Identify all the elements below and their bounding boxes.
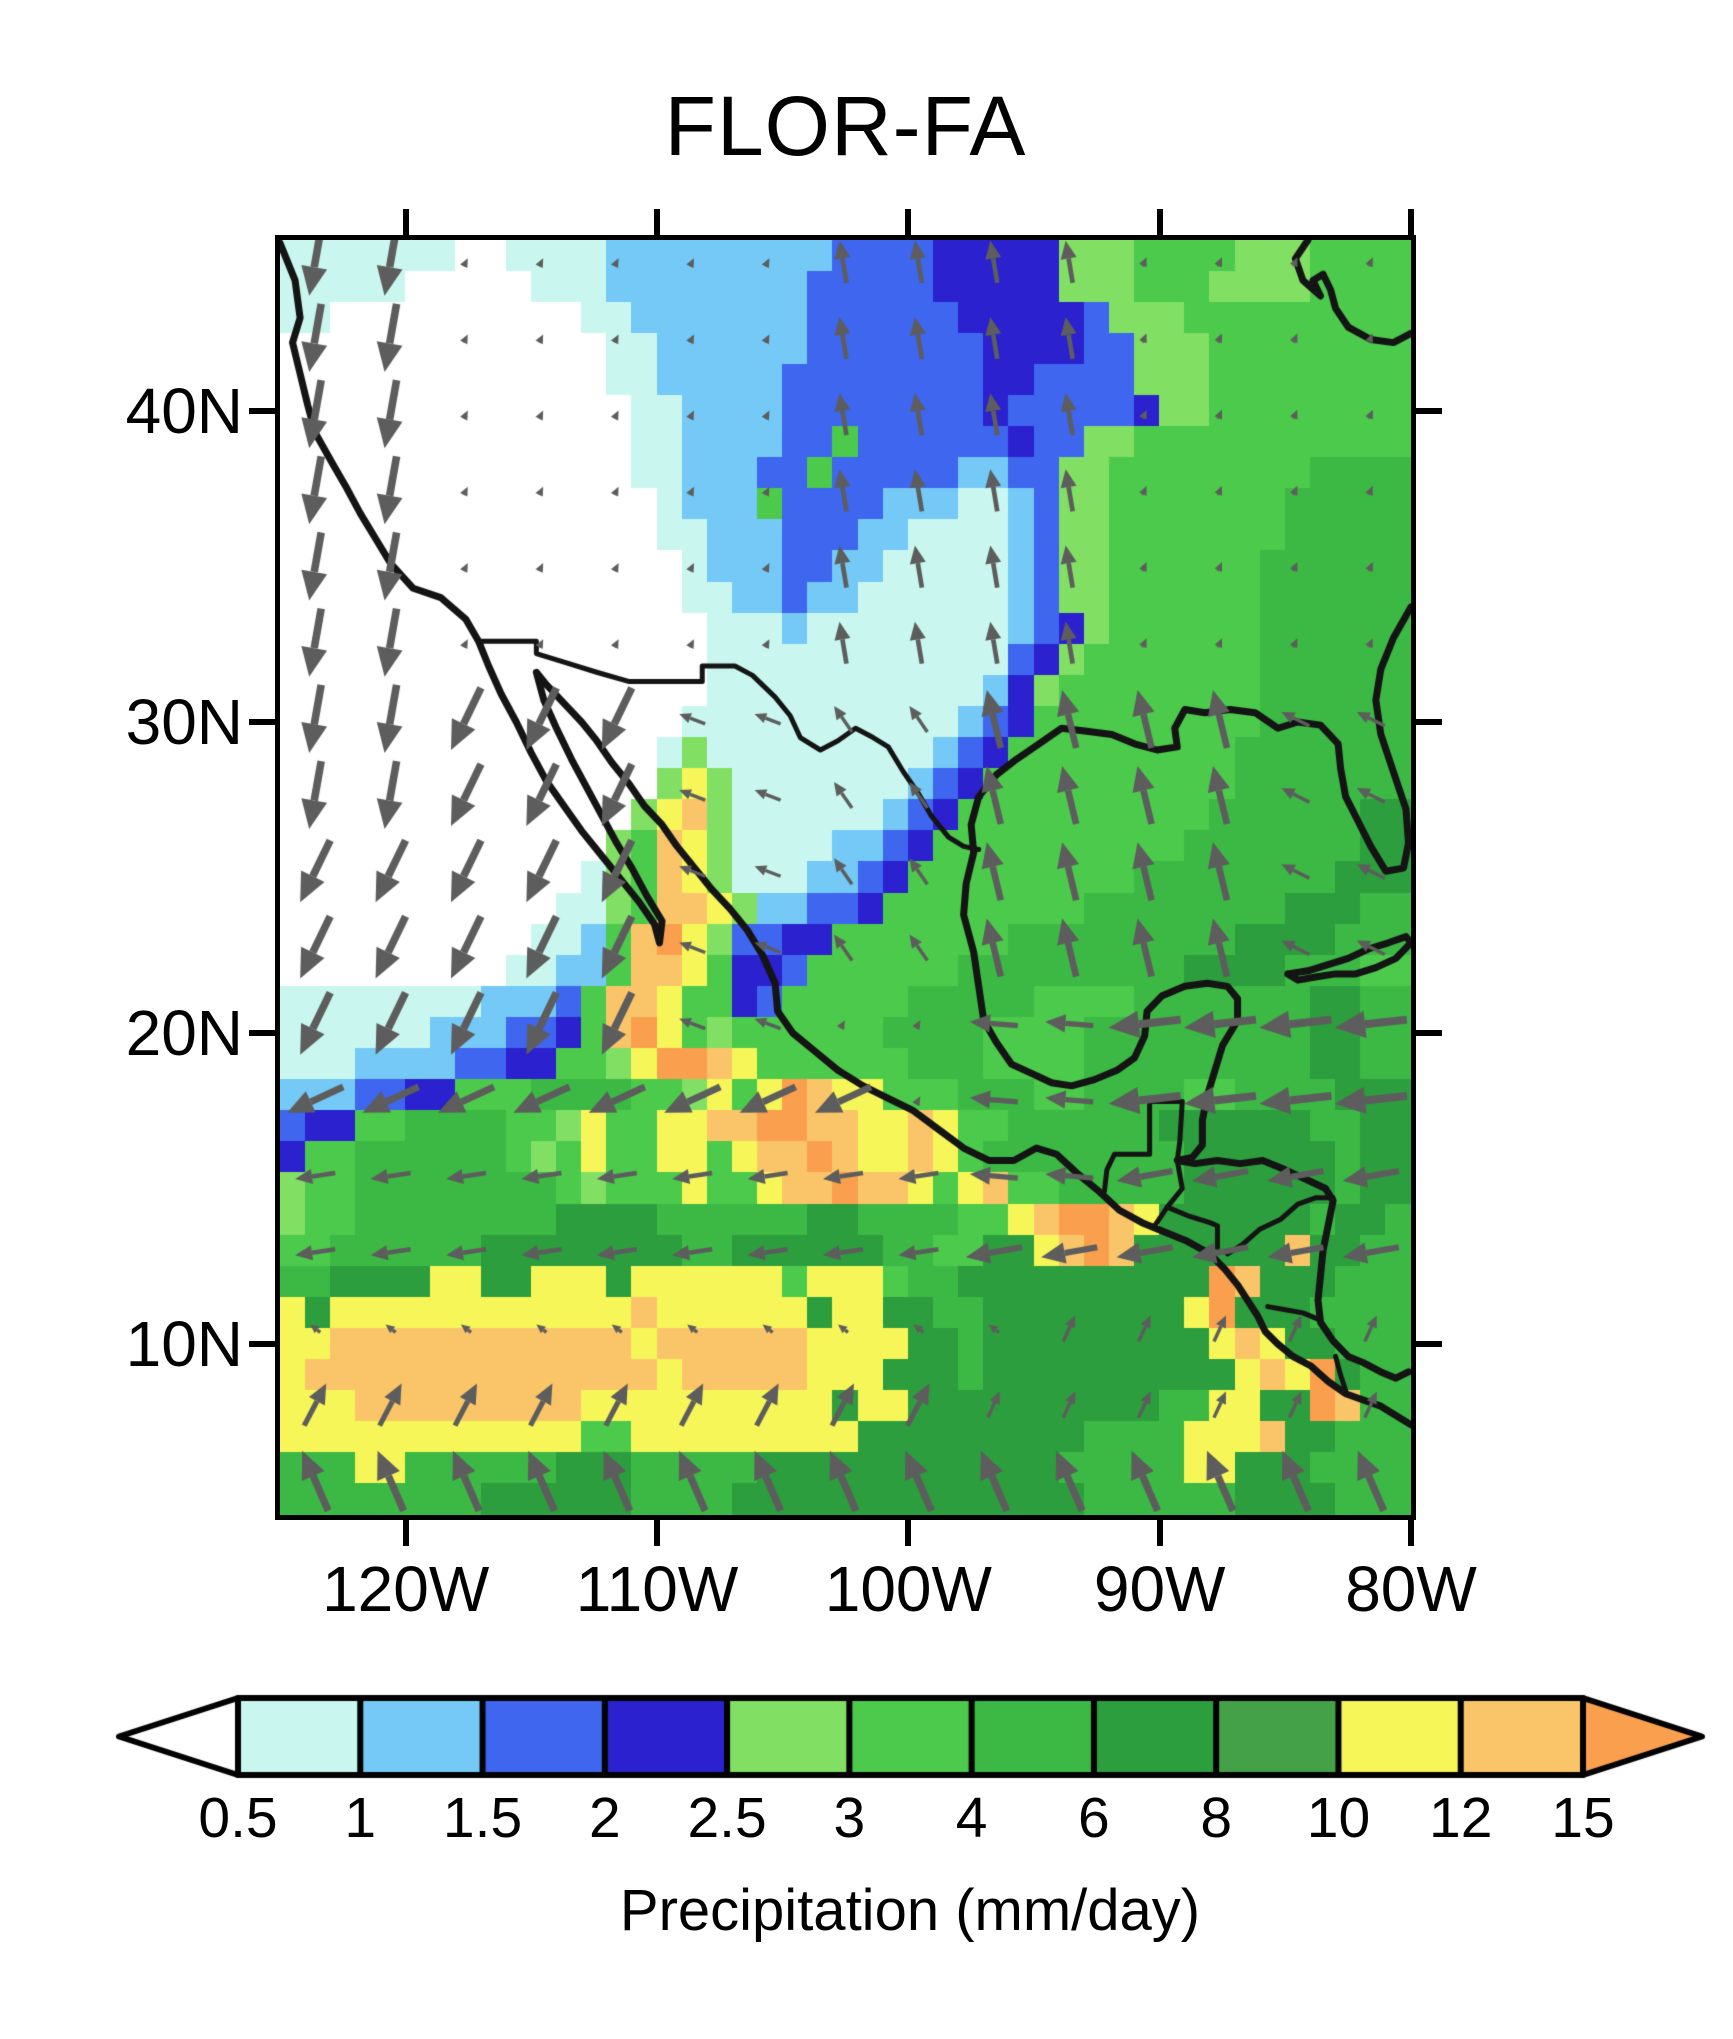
lon-tick-label: 90W bbox=[1093, 1553, 1226, 1625]
colorbar-tick-label: 1 bbox=[344, 1786, 377, 1850]
y-axis-tick-right bbox=[1416, 1029, 1442, 1036]
y-axis-tick-left bbox=[249, 1340, 275, 1347]
colorbar-tick-label: 0.5 bbox=[198, 1786, 278, 1850]
colorbar-tick-label: 3 bbox=[833, 1786, 866, 1850]
colorbar-canvas bbox=[0, 1680, 1733, 1820]
colorbar-tick-label: 8 bbox=[1200, 1786, 1233, 1850]
y-axis-tick-left bbox=[249, 719, 275, 725]
colorbar-tick-label: 2.5 bbox=[687, 1786, 767, 1850]
colorbar-caption: Precipitation (mm/day) bbox=[619, 1878, 1201, 1943]
lat-tick-label: 30N bbox=[125, 686, 243, 758]
lat-tick-label: 40N bbox=[125, 375, 243, 448]
lat-tick-label: 20N bbox=[125, 996, 243, 1069]
colorbar-tick-label: 6 bbox=[1078, 1786, 1110, 1850]
precipitation-map-canvas bbox=[280, 240, 1411, 1515]
colorbar-tick-label: 12 bbox=[1429, 1786, 1493, 1850]
x-axis-tick-top bbox=[1156, 209, 1163, 235]
x-axis-tick-bottom bbox=[654, 1520, 660, 1546]
colorbar-tick-label: 10 bbox=[1306, 1786, 1371, 1850]
x-axis-tick-top bbox=[402, 209, 409, 235]
y-axis-tick-left bbox=[249, 408, 275, 415]
y-axis-tick-left bbox=[249, 1029, 275, 1036]
y-axis-tick-right bbox=[1416, 1340, 1442, 1347]
colorbar-tick-label: 2 bbox=[588, 1786, 621, 1850]
y-axis-tick-right bbox=[1416, 408, 1442, 415]
x-axis-tick-bottom bbox=[905, 1520, 912, 1546]
lon-tick-label: 110W bbox=[575, 1553, 739, 1625]
lat-tick-label: 10N bbox=[125, 1307, 243, 1380]
lon-tick-label: 80W bbox=[1345, 1553, 1477, 1625]
x-axis-tick-top bbox=[1408, 209, 1414, 235]
x-axis-tick-bottom bbox=[1408, 1520, 1414, 1546]
colorbar-tick-label: 1.5 bbox=[442, 1786, 523, 1850]
x-axis-tick-bottom bbox=[402, 1520, 409, 1546]
y-axis-tick-right bbox=[1416, 719, 1442, 725]
lon-tick-label: 100W bbox=[824, 1553, 992, 1625]
figure-title: FLOR-FA bbox=[664, 79, 1027, 173]
colorbar-tick-label: 4 bbox=[955, 1786, 988, 1850]
colorbar-tick-label: 15 bbox=[1551, 1786, 1615, 1850]
x-axis-tick-bottom bbox=[1156, 1520, 1163, 1546]
x-axis-tick-top bbox=[905, 209, 912, 235]
lon-tick-label: 120W bbox=[322, 1553, 490, 1625]
x-axis-tick-top bbox=[654, 209, 660, 235]
